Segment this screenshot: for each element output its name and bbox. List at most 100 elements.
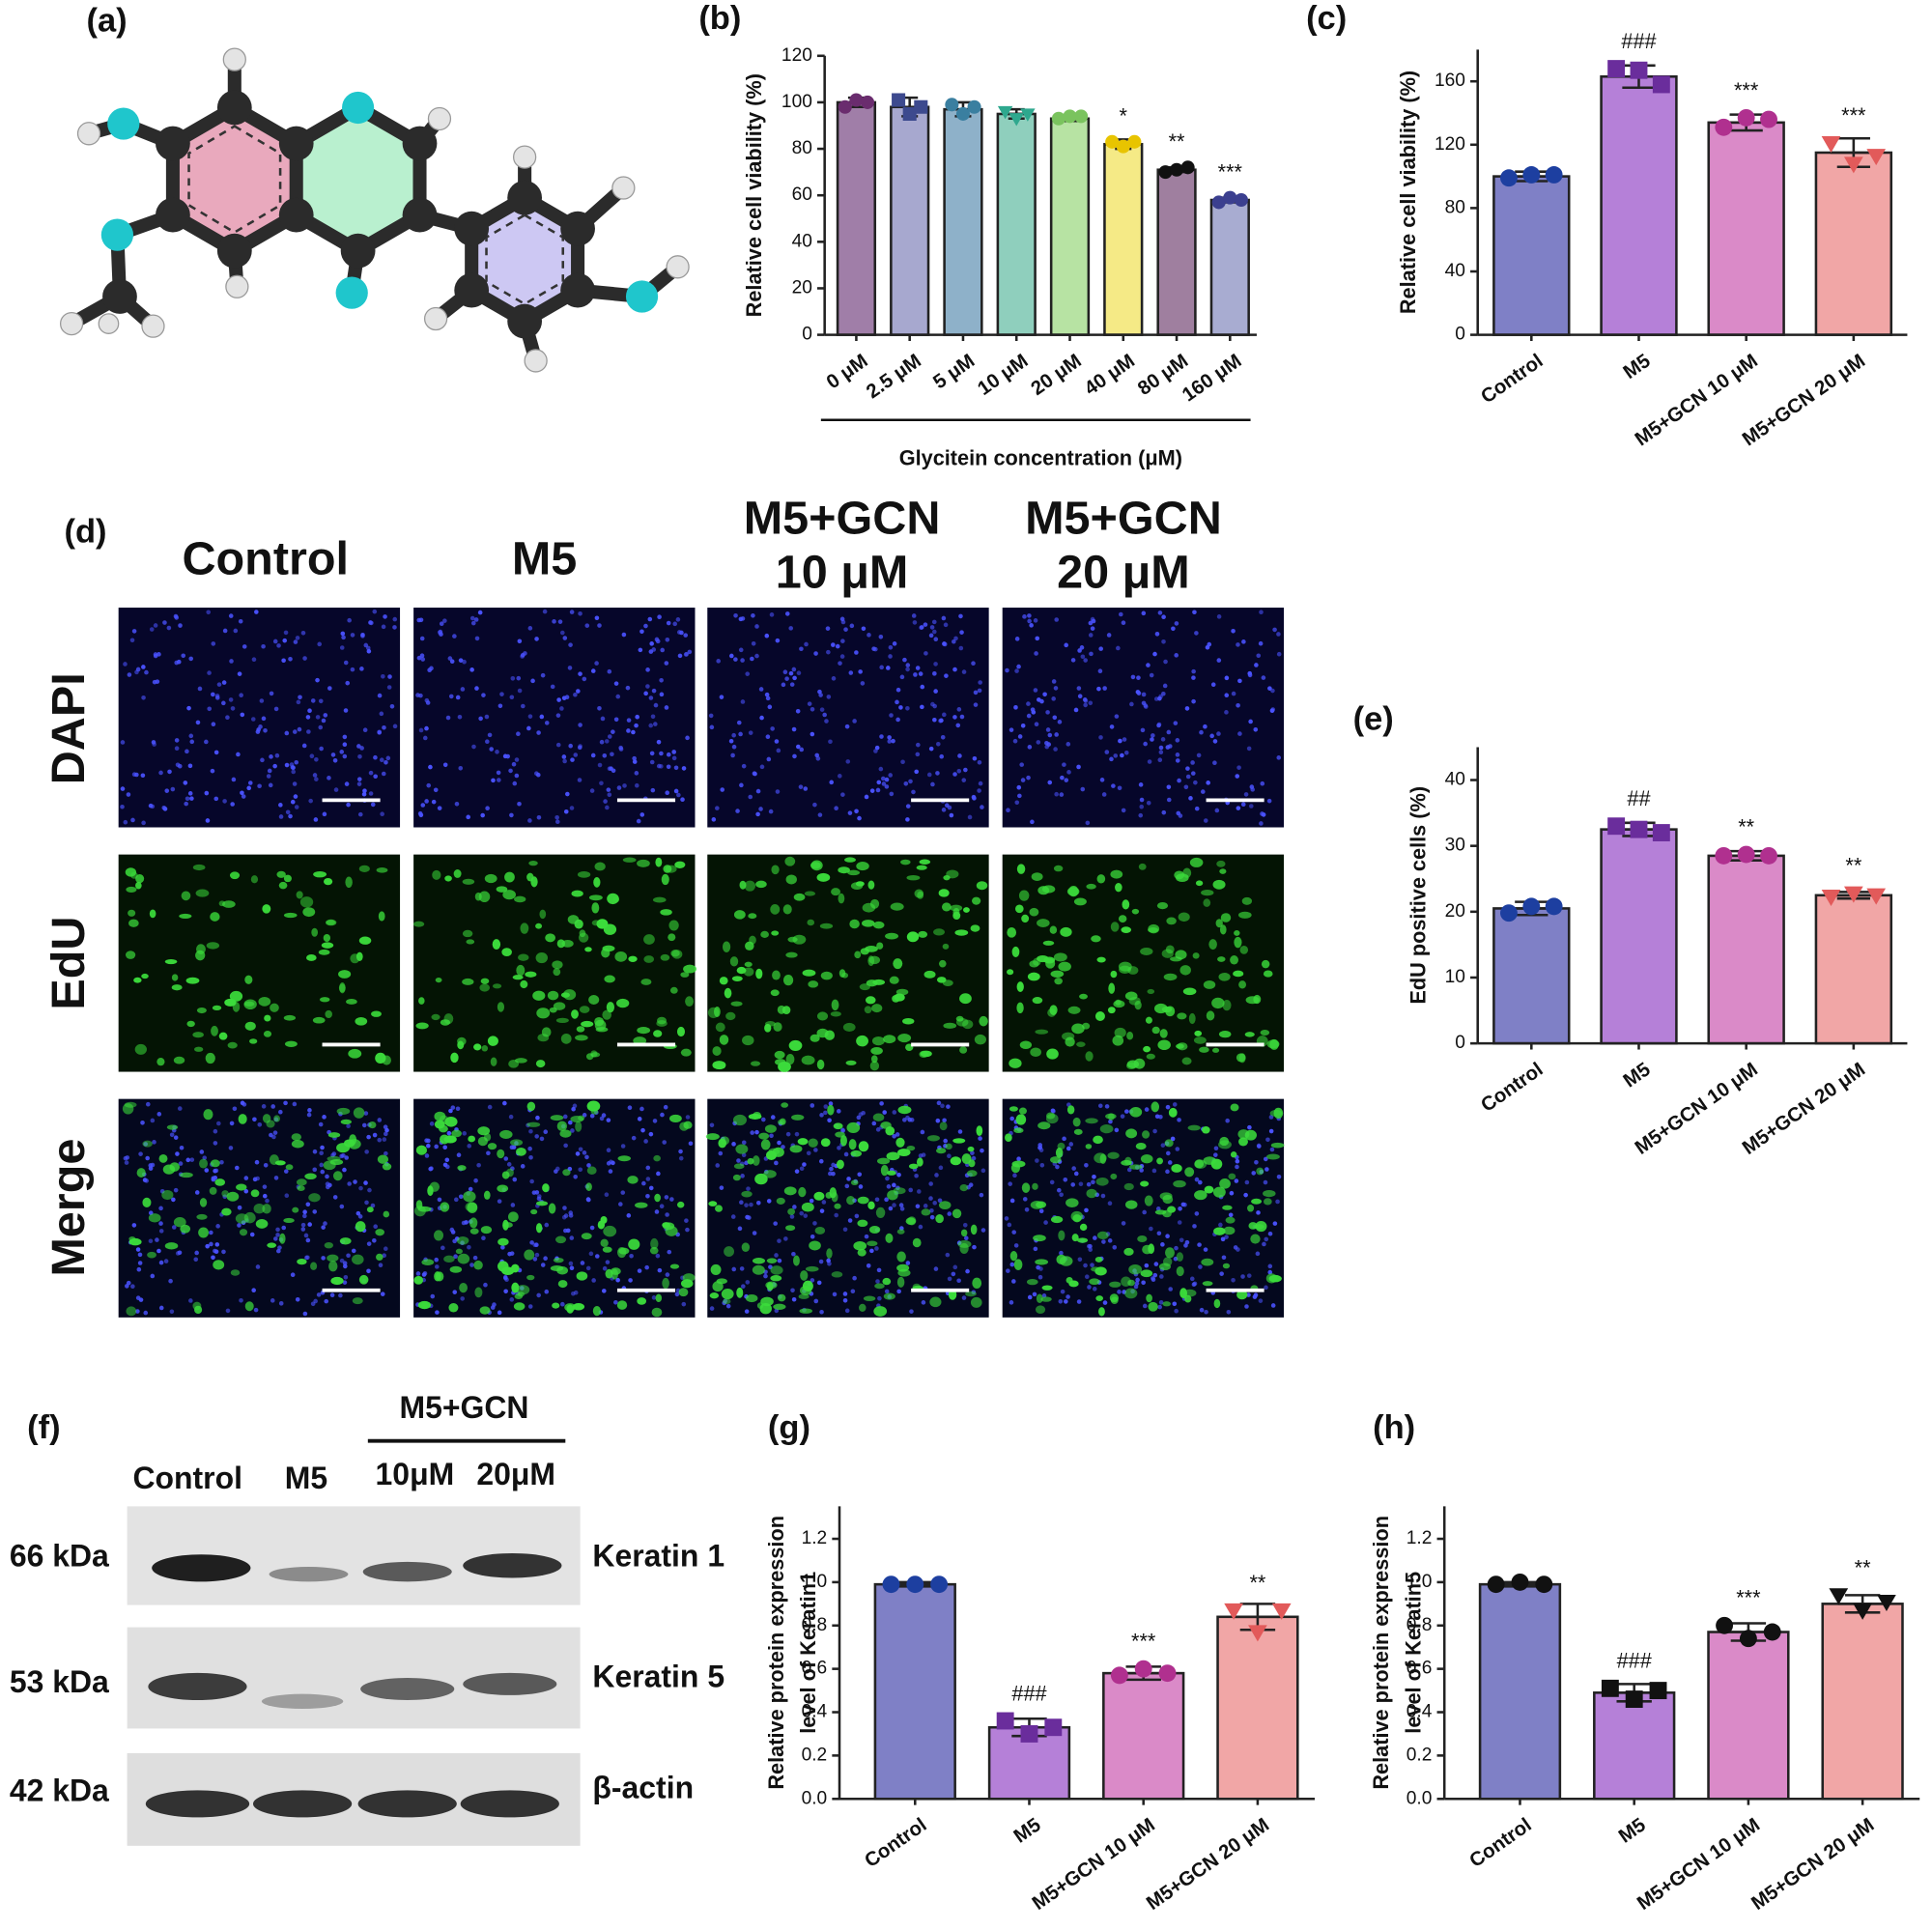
nucleus bbox=[214, 694, 220, 698]
y-tick-label: 0.8 bbox=[1406, 1615, 1433, 1635]
nucleus bbox=[384, 1150, 388, 1156]
data-point bbox=[1158, 1664, 1177, 1683]
nucleus bbox=[979, 1192, 984, 1198]
edu-cell bbox=[235, 1213, 249, 1224]
edu-cell bbox=[502, 890, 516, 900]
edu-cell bbox=[952, 1208, 962, 1219]
edu-cell bbox=[196, 1213, 208, 1220]
micrograph bbox=[1002, 608, 1285, 828]
edu-cell bbox=[1070, 1210, 1083, 1222]
nucleus bbox=[278, 1301, 284, 1306]
edu-cell bbox=[1255, 1220, 1267, 1233]
nucleus bbox=[655, 639, 661, 644]
nucleus bbox=[755, 788, 761, 794]
nucleus bbox=[1037, 1145, 1042, 1150]
nucleus bbox=[928, 746, 934, 752]
edu-cell bbox=[744, 880, 756, 892]
edu-cell bbox=[1073, 1128, 1083, 1135]
data-point bbox=[1739, 1630, 1757, 1648]
edu-cell bbox=[465, 1202, 478, 1212]
y-tick-label: 40 bbox=[792, 231, 812, 251]
nucleus bbox=[363, 1180, 368, 1185]
nucleus bbox=[1020, 723, 1026, 728]
nucleus bbox=[940, 1103, 945, 1109]
edu-cell bbox=[763, 1170, 777, 1178]
edu-cell bbox=[800, 1285, 812, 1296]
edu-cell bbox=[842, 1022, 856, 1032]
nucleus bbox=[738, 647, 744, 653]
nucleus bbox=[576, 689, 581, 694]
edu-cell bbox=[169, 1162, 181, 1172]
bar bbox=[1492, 175, 1571, 336]
nucleus bbox=[1260, 781, 1265, 786]
nucleus bbox=[1016, 784, 1022, 790]
edu-cell bbox=[935, 1213, 944, 1224]
edu-cell bbox=[635, 1202, 648, 1208]
nucleus bbox=[709, 724, 715, 730]
edu-cell bbox=[336, 1107, 351, 1115]
nucleus bbox=[940, 735, 946, 740]
nucleus bbox=[842, 1291, 848, 1296]
nucleus bbox=[846, 1177, 851, 1181]
edu-cell bbox=[264, 1014, 271, 1022]
edu-cell bbox=[792, 934, 807, 945]
nucleus bbox=[511, 761, 517, 767]
nucleus bbox=[618, 1202, 623, 1206]
nucleus bbox=[324, 1298, 329, 1304]
nucleus bbox=[928, 1196, 933, 1201]
edu-cell bbox=[816, 872, 831, 882]
nucleus bbox=[346, 802, 351, 808]
edu-cell bbox=[807, 919, 815, 926]
nucleus bbox=[258, 724, 263, 729]
nucleus bbox=[674, 1291, 680, 1297]
nucleus bbox=[1270, 688, 1275, 694]
edu-cell bbox=[1107, 1007, 1116, 1014]
edu-cell bbox=[1056, 1254, 1066, 1264]
nucleus bbox=[978, 1136, 982, 1141]
edu-cell bbox=[670, 950, 680, 957]
edu-cell bbox=[1128, 1164, 1143, 1170]
nucleus bbox=[892, 1182, 896, 1188]
panel-label: (d) bbox=[64, 513, 106, 550]
nucleus bbox=[933, 662, 938, 667]
nucleus bbox=[879, 665, 884, 670]
nucleus bbox=[392, 724, 398, 729]
nucleus bbox=[418, 812, 424, 818]
nucleus bbox=[590, 668, 596, 673]
nucleus bbox=[381, 673, 385, 679]
nucleus bbox=[199, 1149, 205, 1154]
nucleus bbox=[1243, 792, 1249, 797]
nucleus bbox=[169, 1309, 175, 1315]
edu-cell bbox=[1016, 1002, 1024, 1014]
nucleus bbox=[599, 1116, 605, 1121]
nucleus bbox=[758, 687, 764, 692]
edu-cell bbox=[1195, 880, 1204, 887]
data-point bbox=[1716, 1616, 1734, 1634]
edu-cell bbox=[781, 1102, 789, 1108]
nucleus bbox=[938, 1165, 944, 1171]
nucleus bbox=[972, 1244, 977, 1250]
edu-cell bbox=[462, 978, 474, 985]
nucleus bbox=[338, 1292, 343, 1298]
nucleus bbox=[1079, 645, 1085, 650]
edu-cell bbox=[572, 1303, 585, 1311]
edu-cell bbox=[890, 902, 904, 911]
edu-cell bbox=[171, 984, 183, 991]
nucleus bbox=[626, 718, 632, 723]
nucleus bbox=[1009, 1198, 1015, 1204]
nucleus bbox=[243, 1176, 249, 1180]
edu-cell bbox=[799, 1308, 812, 1314]
nucleus bbox=[281, 658, 286, 664]
y-tick-label: 0.0 bbox=[1406, 1788, 1433, 1808]
nucleus bbox=[296, 699, 301, 705]
edu-cell bbox=[161, 1189, 174, 1201]
edu-cell bbox=[267, 1242, 277, 1248]
nucleus bbox=[292, 729, 298, 734]
edu-cell bbox=[1109, 1281, 1122, 1288]
nucleus bbox=[540, 1263, 546, 1267]
nucleus bbox=[1054, 791, 1059, 797]
nucleus bbox=[332, 1195, 338, 1200]
nucleus bbox=[509, 812, 514, 818]
nucleus bbox=[740, 658, 745, 663]
significance: *** bbox=[1131, 1630, 1156, 1654]
